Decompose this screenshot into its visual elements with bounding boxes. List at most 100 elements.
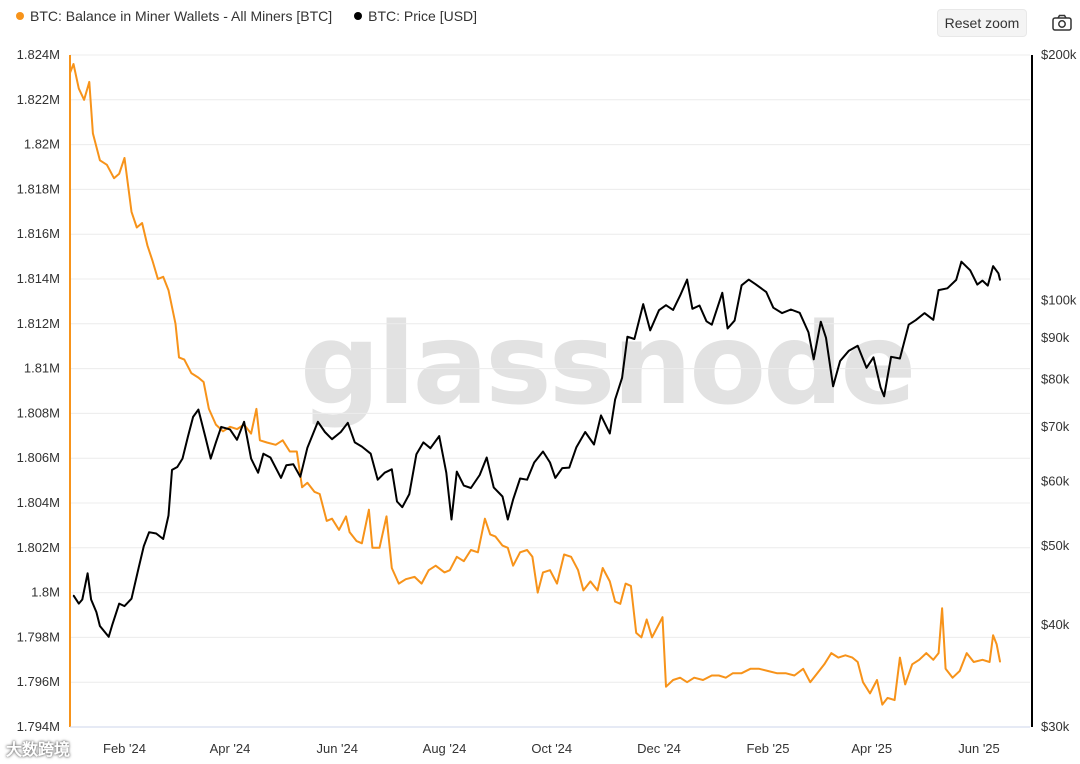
y-right-tick-label: $60k [1041, 473, 1070, 488]
data-point [938, 289, 940, 291]
data-point [456, 556, 458, 558]
data-point [686, 279, 688, 281]
x-tick-label: Jun '24 [316, 741, 358, 756]
data-point [887, 697, 889, 699]
data-point [537, 592, 539, 594]
y-left-tick-label: 1.824M [17, 47, 60, 62]
data-point [832, 385, 834, 387]
data-point [781, 312, 783, 314]
data-point [398, 583, 400, 585]
data-point [626, 336, 629, 338]
data-point [776, 672, 778, 674]
data-point [88, 81, 90, 83]
y-left-tick-label: 1.794M [17, 719, 60, 734]
data-point [904, 683, 906, 686]
camera-icon[interactable] [1050, 11, 1074, 35]
axes: 1.824M 1.822M 1.82M 1.818M 1.816M 1.814M 1.812… [17, 47, 1077, 756]
x-tick-label: Feb '24 [103, 741, 146, 756]
data-point [987, 285, 989, 287]
data-point [649, 329, 651, 331]
data-point [526, 549, 528, 551]
y-left-tick-label: 1.808M [17, 405, 60, 420]
legend-swatch-miner-balance [16, 12, 24, 20]
data-point [741, 284, 743, 286]
data-point [625, 583, 627, 585]
data-point [167, 289, 170, 291]
data-point [600, 414, 602, 416]
data-point [236, 428, 238, 430]
data-point [72, 63, 75, 65]
legend-item-price[interactable]: BTC: Price [USD] [354, 8, 477, 24]
data-point [665, 686, 667, 688]
data-point [642, 303, 644, 305]
data-point [881, 704, 883, 706]
data-point [285, 464, 287, 466]
y-right-tick-label: $70k [1041, 419, 1070, 434]
data-point [450, 518, 453, 521]
data-point [899, 657, 901, 659]
data-point [563, 553, 565, 556]
price-line-points [72, 261, 1001, 638]
data-point [208, 408, 210, 410]
data-point [463, 560, 465, 562]
data-point [533, 461, 535, 464]
data-point [421, 583, 423, 585]
y-left-tick-label: 1.816M [17, 226, 60, 241]
data-point [734, 320, 736, 322]
data-point [259, 439, 261, 441]
data-point [932, 659, 934, 661]
data-point [542, 571, 544, 574]
data-point [890, 356, 892, 358]
miner-balance-line [69, 63, 1002, 706]
x-tick-label: Aug '24 [423, 741, 467, 756]
data-point [658, 309, 660, 311]
reset-zoom-button[interactable]: Reset zoom [937, 9, 1027, 37]
data-point [570, 556, 572, 558]
data-point [952, 677, 954, 679]
data-point [758, 668, 760, 670]
data-point [839, 360, 841, 362]
data-point [157, 278, 159, 280]
data-point [470, 549, 472, 551]
data-point [679, 295, 681, 297]
data-point [123, 605, 126, 607]
data-point [711, 674, 713, 677]
data-point [99, 625, 101, 627]
data-point [640, 636, 643, 639]
legend-label-price: BTC: Price [USD] [368, 8, 478, 24]
data-point [561, 467, 563, 469]
data-point [501, 545, 504, 547]
data-point [658, 623, 660, 625]
legend-label-miner-balance: BTC: Balance in Miner Wallets - All Mine… [30, 8, 333, 24]
y-right-tick-label: $40k [1041, 617, 1070, 632]
data-point [630, 585, 632, 587]
data-point [969, 269, 971, 271]
data-point [317, 421, 319, 423]
data-point [718, 674, 720, 677]
y-right-tick-label: $50k [1041, 538, 1070, 553]
data-point [326, 520, 328, 522]
miner-balance-line-points [69, 63, 1001, 706]
data-point [999, 661, 1001, 663]
data-point [872, 356, 875, 358]
data-point [262, 453, 264, 455]
data-point [981, 280, 984, 282]
data-point [162, 276, 164, 278]
data-point [823, 663, 825, 665]
data-point [449, 569, 451, 571]
data-point [741, 672, 743, 674]
data-point [331, 438, 333, 440]
data-point [575, 446, 578, 448]
data-point [78, 88, 80, 90]
data-point [319, 493, 321, 495]
data-point [289, 450, 291, 453]
data-point [345, 515, 347, 518]
data-point [197, 409, 199, 411]
data-point [405, 578, 407, 580]
data-point [997, 272, 1000, 274]
data-point [596, 589, 599, 592]
data-point [593, 443, 595, 446]
legend-item-miner-balance[interactable]: BTC: Balance in Miner Wallets - All Mine… [16, 8, 332, 24]
data-point [292, 463, 294, 465]
